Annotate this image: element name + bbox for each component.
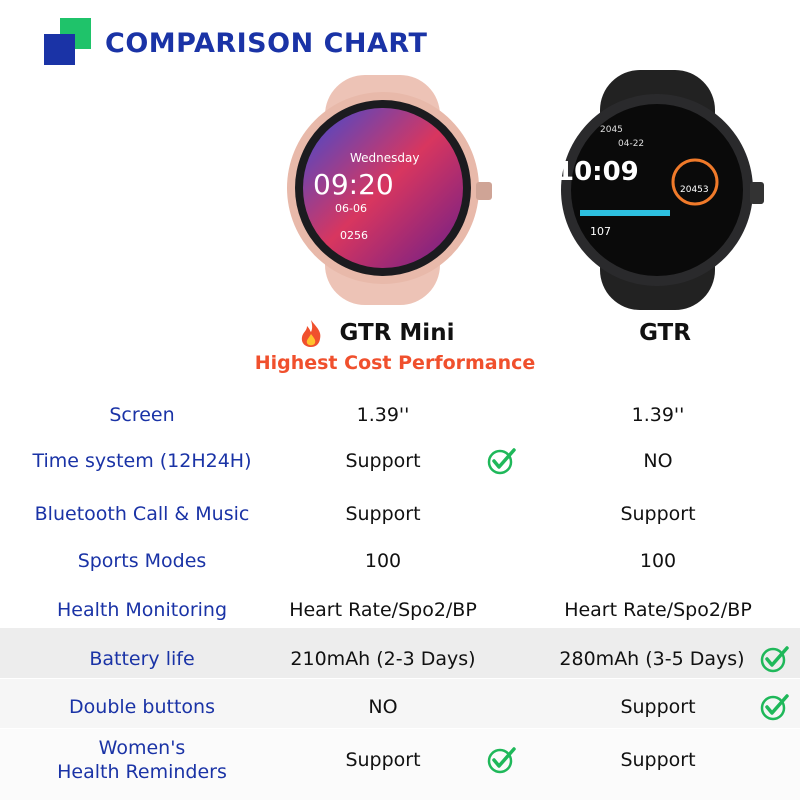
row-background [0, 628, 800, 678]
cell-value: Support [620, 749, 696, 771]
logo-square [44, 34, 75, 65]
cell-value: Support [345, 749, 421, 771]
cell-value: 1.39'' [631, 404, 685, 426]
cell-value: 280mAh (3-5 Days) [559, 648, 745, 670]
cell-value: NO [368, 696, 398, 718]
screen-text: 04-22 [618, 139, 644, 149]
check-icon [760, 646, 789, 673]
screen-text: 06-06 [335, 202, 367, 215]
row-label: Health Monitoring [56, 599, 228, 621]
cell-value: 100 [639, 550, 677, 572]
row-label: Sports Modes [77, 550, 207, 572]
screen [303, 108, 463, 268]
screen-text: 0256 [340, 229, 368, 242]
bar-deco [580, 210, 670, 216]
row-background [0, 679, 800, 728]
screen-text: 20453 [680, 185, 709, 195]
cell-value: 100 [364, 550, 402, 572]
screen-text: 09:20 [313, 168, 394, 201]
crown [750, 182, 764, 204]
check-icon [487, 448, 516, 475]
crown [476, 182, 492, 200]
gauge [671, 158, 719, 206]
screen-text: 2045 [600, 125, 623, 135]
screen [571, 104, 743, 276]
title: COMPARISON CHART [105, 28, 428, 59]
cell-value: Support [345, 450, 421, 472]
screen-text: 10:09 [556, 157, 639, 187]
cell-value: Support [345, 503, 421, 525]
row-label: Women's Health Reminders [57, 737, 227, 783]
check-icon [760, 694, 789, 721]
row-label: Bluetooth Call & Music [34, 503, 250, 525]
check-icon [487, 747, 516, 774]
row-background [0, 729, 800, 800]
row-label: Double buttons [69, 696, 215, 718]
cell-value: Heart Rate/Spo2/BP [289, 599, 477, 621]
cell-value: Support [620, 503, 696, 525]
product-name: GTR [639, 320, 691, 346]
screen-text: 107 [590, 225, 611, 238]
row-label: Screen [109, 404, 175, 426]
row-label: Time system (12H24H) [32, 450, 252, 472]
cell-value: Heart Rate/Spo2/BP [564, 599, 752, 621]
row-label: Battery life [89, 648, 195, 670]
cell-value: 210mAh (2-3 Days) [290, 648, 476, 670]
tagline: Highest Cost Performance [254, 352, 536, 374]
cell-value: NO [643, 450, 673, 472]
flame-icon [301, 320, 321, 347]
watch-images: Wednesday 09:20 06-06 0256 2045 04-22 10… [287, 70, 764, 310]
screen-text: Wednesday [350, 151, 419, 165]
product-name: GTR Mini [339, 320, 455, 346]
cell-value: Support [620, 696, 696, 718]
cell-value: 1.39'' [356, 404, 410, 426]
